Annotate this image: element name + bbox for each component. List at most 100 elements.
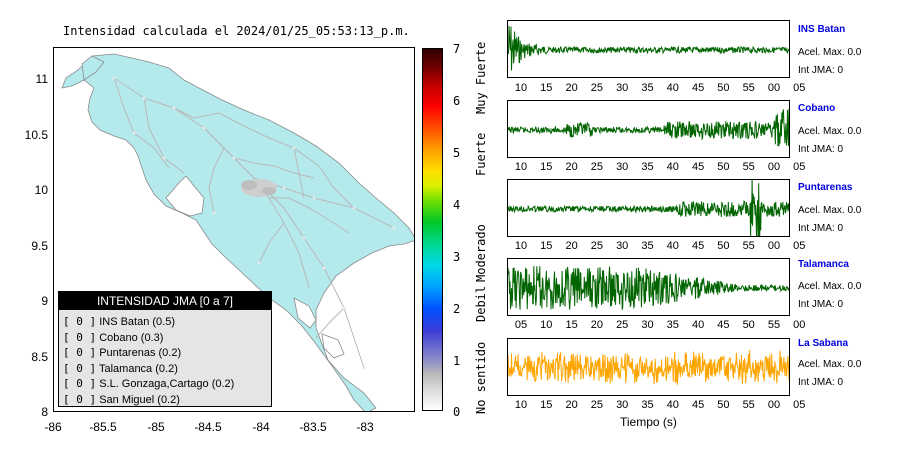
waveform-puntarenas [508, 180, 789, 236]
waveform-talamanca [508, 266, 789, 310]
time-tick-label: 25 [590, 161, 604, 173]
nicoya-gulf [165, 175, 205, 217]
time-tick-label: 55 [742, 240, 755, 252]
time-tick-label: 50 [717, 399, 730, 411]
time-ticks: 10 15 20 25 30 35 40 45 50 55 00 05 [507, 399, 806, 413]
station-int: Int JMA: 0 [798, 65, 844, 76]
time-tick-label: 20 [565, 399, 578, 411]
intensity-legend: INTENSIDAD JMA [0 a 7] [ 0 ] INS Batan (… [58, 291, 272, 407]
legend-bracket: [ 0 ] [63, 330, 97, 344]
station-int: Int JMA: 0 [798, 299, 844, 310]
colorbar-category: Muy Fuerte [474, 41, 488, 114]
colorbar-number: 3 [453, 250, 461, 264]
time-tick-label: 00 [767, 399, 781, 411]
waveform-la-sabana [508, 349, 789, 385]
time-tick-label: 30 [616, 82, 629, 94]
time-tick-label: 00 [767, 240, 781, 252]
colorbar-category: Moderado [474, 224, 488, 282]
time-tick-label: 10 [514, 82, 528, 94]
time-tick-label: 45 [691, 240, 705, 252]
waveform-line [508, 266, 789, 310]
map-ytick: 8.5 [31, 350, 48, 364]
time-tick-label: 40 [691, 319, 705, 331]
legend-bracket: [ 0 ] [63, 315, 97, 328]
time-tick-label: 15 [540, 161, 553, 173]
colorbar-category: Fuerte [474, 132, 488, 176]
time-tick-label: 55 [742, 399, 755, 411]
time-tick-label: 40 [666, 161, 679, 173]
time-tick-label: 00 [767, 82, 781, 94]
waveform-line [508, 25, 789, 71]
map-xtick: -83 [356, 420, 374, 434]
time-tick-label: 40 [666, 82, 679, 94]
legend-bracket: [ 0 ] [63, 392, 97, 406]
legend-label: Cobano (0.3) [99, 331, 164, 344]
legend-row: [ 0 ] San Miguel (0.2) [59, 392, 271, 408]
time-tick-label: 50 [717, 240, 730, 252]
legend-bracket: [ 0 ] [63, 346, 97, 360]
time-tick-label: 30 [616, 240, 629, 252]
waveform-line [508, 109, 789, 147]
colorbar-number: 7 [453, 42, 461, 56]
station-name: La Sabana [798, 338, 849, 349]
time-tick-label: 30 [616, 399, 629, 411]
time-tick-label: 10 [540, 319, 553, 331]
seismogram-talamanca[interactable] [507, 258, 790, 316]
time-tick-label: 05 [793, 161, 806, 173]
time-tick-label: 45 [717, 319, 730, 331]
time-tick-label: 20 [565, 240, 578, 252]
station-acel: Acel. Max. 0.0 [798, 126, 862, 137]
time-tick-label: 40 [666, 399, 679, 411]
time-tick-label: 45 [691, 82, 705, 94]
station-acel: Acel. Max. 0.0 [798, 359, 862, 370]
time-tick-label: 55 [767, 319, 781, 331]
seismogram-ins-batan[interactable] [507, 20, 790, 78]
colorbar-number: 6 [453, 94, 461, 108]
map-xtick: -84.5 [194, 420, 222, 434]
time-tick-label: 55 [742, 161, 755, 173]
land-mass [61, 53, 414, 411]
time-tick-label: 00 [793, 319, 806, 331]
time-tick-label: 20 [565, 161, 578, 173]
time-tick-label: 55 [742, 82, 755, 94]
legend-row: [ 0 ] INS Batan (0.5) [59, 314, 271, 330]
time-tick-label: 35 [641, 240, 654, 252]
station-int: Int JMA: 0 [798, 223, 844, 234]
waveform-cobano [508, 109, 789, 147]
station-name: INS Batan [798, 24, 846, 35]
time-tick-label: 35 [641, 161, 654, 173]
urban-area [241, 179, 277, 197]
legend-row: [ 0 ] Cobano (0.3) [59, 330, 271, 346]
time-tick-label: 35 [641, 399, 654, 411]
time-ticks: 10 15 20 25 30 35 40 45 50 55 00 05 [507, 161, 806, 175]
legend-bracket: [ 0 ] [63, 377, 97, 391]
waveform-ins-batan [508, 25, 789, 71]
colorbar-number: 2 [453, 302, 461, 316]
map-ytick: 9.5 [31, 239, 48, 253]
time-tick-label: 05 [793, 240, 806, 252]
colorbar-category: No sentido [474, 341, 488, 414]
time-tick-label: 15 [540, 240, 553, 252]
map-xtick: -86 [44, 420, 62, 434]
station-acel: Acel. Max. 0.0 [798, 47, 862, 58]
time-ticks: 05 10 15 20 25 30 35 40 45 50 55 00 [507, 319, 806, 333]
time-tick-label: 25 [616, 319, 629, 331]
map-ytick: 8 [41, 405, 48, 419]
colorbar-number: 1 [453, 354, 461, 368]
legend-bracket: [ 0 ] [63, 361, 97, 375]
map-xtick: -84 [252, 420, 270, 434]
time-tick-label: 05 [793, 399, 806, 411]
time-tick-label: 45 [691, 161, 705, 173]
colorbar-category: Debil [474, 285, 488, 322]
legend-label: S.L. Gonzaga,Cartago (0.2) [99, 378, 235, 391]
seismogram-la-sabana[interactable] [507, 338, 790, 396]
seismogram-puntarenas[interactable] [507, 179, 790, 237]
legend-label: Puntarenas (0.2) [99, 347, 182, 360]
time-tick-label: 15 [540, 399, 553, 411]
station-name: Cobano [798, 103, 836, 114]
waveform-line [508, 349, 789, 385]
time-tick-label: 10 [514, 399, 528, 411]
seismogram-cobano[interactable] [507, 100, 790, 158]
time-tick-label: 45 [691, 399, 705, 411]
time-tick-label: 05 [514, 319, 528, 331]
